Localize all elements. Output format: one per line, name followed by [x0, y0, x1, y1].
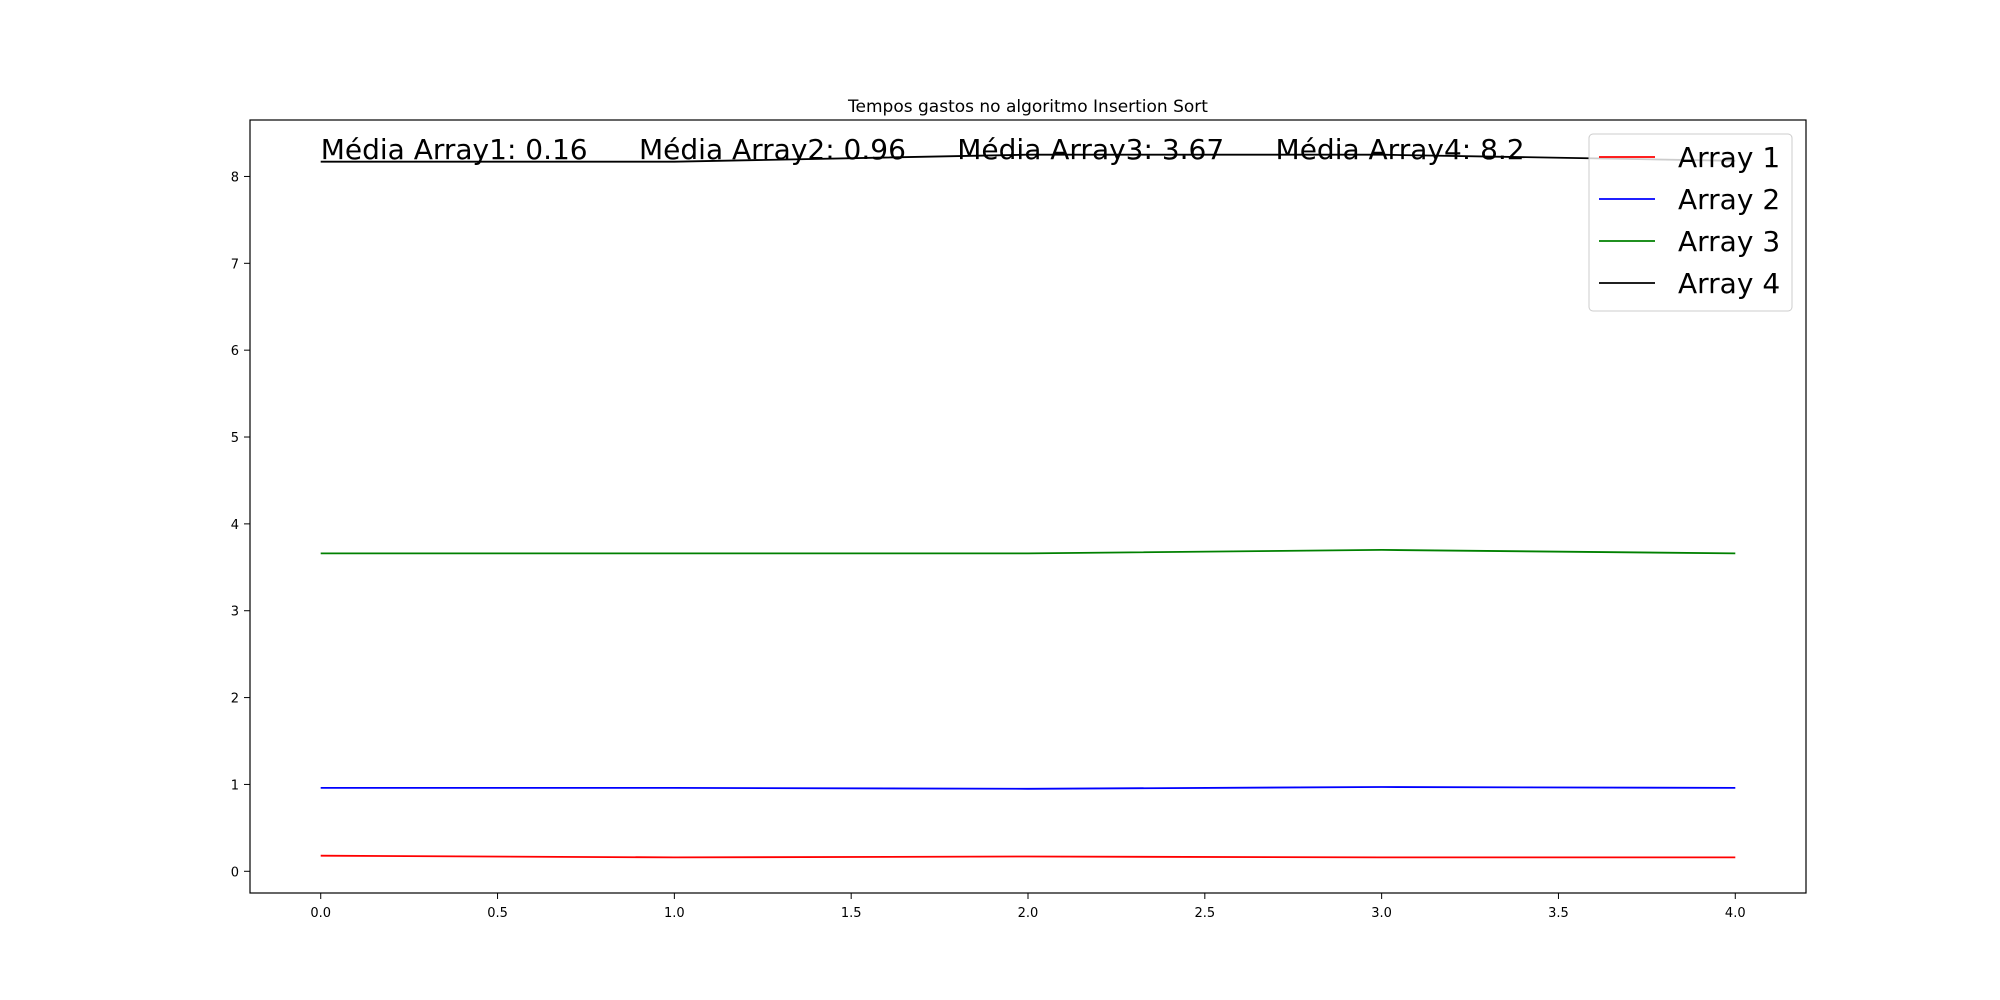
x-tick-label: 1.0 [664, 906, 685, 921]
legend: Array 1 Array 2 Array 3 Array 4 [1588, 133, 1793, 312]
x-tick-label: 2.0 [1018, 906, 1039, 921]
y-tick-label: 0 [231, 865, 239, 880]
legend-label: Array 2 [1678, 183, 1780, 216]
y-tick-label: 5 [231, 431, 239, 446]
y-tick-label: 6 [231, 344, 239, 359]
x-tick-label: 2.5 [1194, 906, 1215, 921]
y-tick-label: 4 [231, 518, 239, 533]
y-tick-label: 2 [231, 692, 239, 707]
series-line-3 [320, 549, 1736, 555]
x-tick-label: 3.5 [1548, 906, 1569, 921]
x-tick-label: 0.0 [310, 906, 331, 921]
series-line-1 [320, 854, 1736, 859]
legend-label: Array 1 [1678, 141, 1780, 174]
y-tick-label: 7 [231, 257, 239, 272]
series-line-2 [320, 786, 1736, 790]
mean-annotation: Média Array4: 8.2 [1276, 133, 1525, 166]
x-tick-label: 3.0 [1371, 906, 1392, 921]
mean-annotation: Média Array3: 3.67 [957, 133, 1224, 166]
x-tick-label: 0.5 [487, 906, 508, 921]
x-tick-label: 4.0 [1725, 906, 1746, 921]
y-tick-label: 1 [231, 778, 239, 793]
plot-area-frame [249, 119, 1807, 894]
legend-box [1588, 133, 1793, 312]
legend-label: Array 4 [1678, 267, 1780, 300]
y-tick-label: 8 [231, 170, 239, 185]
mean-annotation: Média Array1: 0.16 [321, 133, 588, 166]
mean-annotation: Média Array2: 0.96 [639, 133, 906, 166]
legend-label: Array 3 [1678, 225, 1780, 258]
series-lines [320, 153, 1736, 859]
chart-title: Tempos gastos no algoritmo Insertion Sor… [847, 97, 1208, 117]
annotations: Média Array1: 0.16 Média Array2: 0.96 Médi… [321, 133, 1525, 166]
x-tick-label: 1.5 [841, 906, 862, 921]
y-tick-label: 3 [231, 605, 239, 620]
series-line-4 [320, 153, 1736, 163]
axis-ticks: 0.0 0.5 1.0 1.5 2.0 2.5 3.0 3.5 4.0 0 1 2 3 4 5 6 7 8 [231, 170, 1746, 921]
